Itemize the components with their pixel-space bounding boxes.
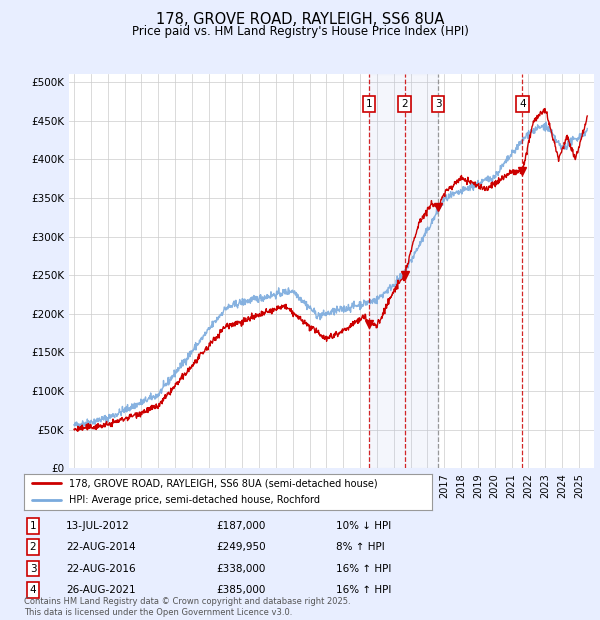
Text: 16% ↑ HPI: 16% ↑ HPI xyxy=(336,564,391,574)
Text: Contains HM Land Registry data © Crown copyright and database right 2025.
This d: Contains HM Land Registry data © Crown c… xyxy=(24,598,350,617)
Text: 13-JUL-2012: 13-JUL-2012 xyxy=(66,521,130,531)
Text: 22-AUG-2014: 22-AUG-2014 xyxy=(66,542,136,552)
Text: 1: 1 xyxy=(366,99,373,108)
Text: 1: 1 xyxy=(29,521,37,531)
Text: 10% ↓ HPI: 10% ↓ HPI xyxy=(336,521,391,531)
Text: 4: 4 xyxy=(519,99,526,108)
Text: 178, GROVE ROAD, RAYLEIGH, SS6 8UA (semi-detached house): 178, GROVE ROAD, RAYLEIGH, SS6 8UA (semi… xyxy=(69,479,377,489)
Text: £187,000: £187,000 xyxy=(216,521,265,531)
Text: 2: 2 xyxy=(29,542,37,552)
Text: 178, GROVE ROAD, RAYLEIGH, SS6 8UA: 178, GROVE ROAD, RAYLEIGH, SS6 8UA xyxy=(156,12,444,27)
Text: 8% ↑ HPI: 8% ↑ HPI xyxy=(336,542,385,552)
Text: £249,950: £249,950 xyxy=(216,542,266,552)
Text: 2: 2 xyxy=(401,99,408,108)
Text: 26-AUG-2021: 26-AUG-2021 xyxy=(66,585,136,595)
Text: 4: 4 xyxy=(29,585,37,595)
Text: £385,000: £385,000 xyxy=(216,585,265,595)
Text: 16% ↑ HPI: 16% ↑ HPI xyxy=(336,585,391,595)
Text: 3: 3 xyxy=(29,564,37,574)
Text: Price paid vs. HM Land Registry's House Price Index (HPI): Price paid vs. HM Land Registry's House … xyxy=(131,25,469,38)
Text: £338,000: £338,000 xyxy=(216,564,265,574)
Bar xyxy=(369,74,438,468)
Text: 22-AUG-2016: 22-AUG-2016 xyxy=(66,564,136,574)
Text: HPI: Average price, semi-detached house, Rochford: HPI: Average price, semi-detached house,… xyxy=(69,495,320,505)
Text: 3: 3 xyxy=(435,99,442,108)
